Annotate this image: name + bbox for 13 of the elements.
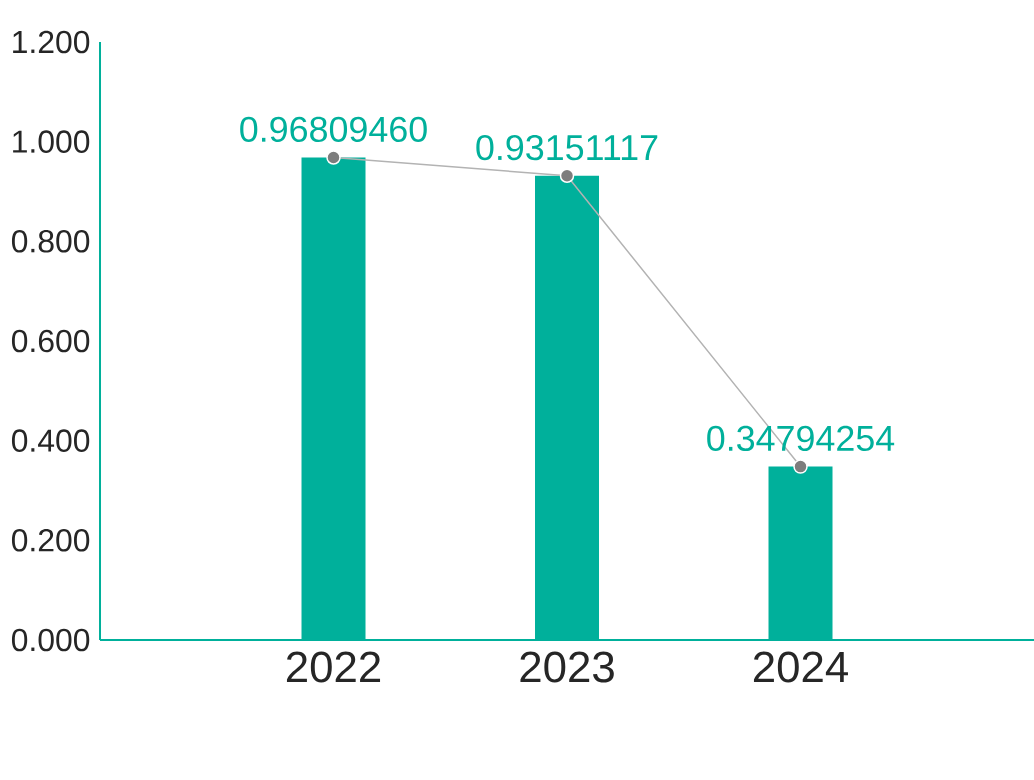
data-label: 0.34794254 <box>707 425 895 452</box>
y-tick-label: 0.800 <box>11 230 90 253</box>
y-tick-label: 0.000 <box>11 628 90 652</box>
y-tick-label: 0.400 <box>11 429 90 452</box>
data-label: 0.96809460 <box>240 116 427 143</box>
x-tick-label: 2022 <box>286 651 381 683</box>
x-tick-label: 2023 <box>520 651 614 683</box>
y-tick-label: 1.000 <box>13 130 90 153</box>
data-label: 0.93151117 <box>476 134 658 161</box>
y-tick-label: 1.200 <box>13 30 90 54</box>
y-tick-label: 0.600 <box>11 329 90 353</box>
y-tick-label: 0.200 <box>11 529 90 552</box>
x-tick-label: 2024 <box>753 651 848 683</box>
